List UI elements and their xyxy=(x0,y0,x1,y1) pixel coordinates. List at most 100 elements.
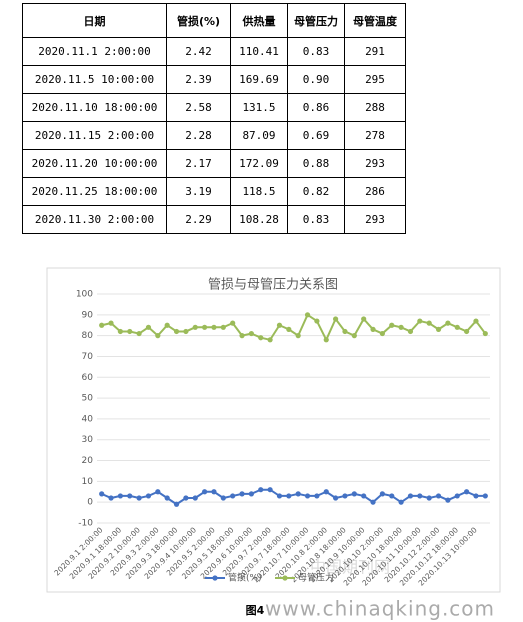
y-tick-label: 60 xyxy=(82,373,94,383)
point xyxy=(202,324,208,330)
table-header: 日期 管损(%) 供热量 母管压力 母管温度 xyxy=(22,3,406,38)
header-cell: 日期 xyxy=(22,3,167,38)
table-cell: 0.90 xyxy=(287,65,345,94)
point xyxy=(417,318,423,324)
table-cell: 0.83 xyxy=(287,205,345,234)
y-tick-label: 50 xyxy=(82,394,94,404)
point xyxy=(108,495,114,501)
table-body: 2020.11.1 2:00:00 2.42 110.41 0.83 291 2020.1… xyxy=(22,37,406,234)
table-cell: 293 xyxy=(344,205,406,234)
point xyxy=(183,328,189,335)
point xyxy=(192,495,198,501)
point xyxy=(127,328,133,335)
point xyxy=(464,328,470,335)
point xyxy=(333,316,339,322)
point xyxy=(220,324,226,330)
point xyxy=(445,497,451,503)
point xyxy=(239,333,245,339)
point xyxy=(211,324,217,330)
point xyxy=(464,489,470,495)
caption: 图4 xyxy=(246,604,265,617)
header-cell: 管损(%) xyxy=(166,3,231,38)
y-tick-label: 10 xyxy=(82,477,94,487)
table-cell: 293 xyxy=(344,149,406,178)
table-cell: 2.29 xyxy=(166,205,231,234)
point xyxy=(286,493,292,499)
point xyxy=(314,493,320,499)
point xyxy=(117,493,123,499)
point xyxy=(398,324,404,330)
point xyxy=(295,491,301,497)
y-tick-label: 0 xyxy=(87,498,93,508)
point xyxy=(361,316,367,322)
point xyxy=(258,335,264,341)
point xyxy=(454,493,460,499)
table-row: 2020.11.1 2:00:00 2.42 110.41 0.83 291 xyxy=(22,37,406,66)
table-cell: 0.88 xyxy=(287,149,345,178)
y-tick-label: 20 xyxy=(82,456,94,466)
point xyxy=(361,493,367,499)
table-cell: 2.17 xyxy=(166,149,231,178)
point xyxy=(127,493,133,499)
point xyxy=(304,493,311,499)
point xyxy=(295,333,301,339)
table-cell: 278 xyxy=(344,121,406,150)
y-tick-label: 70 xyxy=(82,352,94,362)
table-cell: 2020.11.15 2:00:00 xyxy=(22,121,167,150)
table-cell: 295 xyxy=(344,65,406,94)
table-cell: 0.83 xyxy=(287,37,345,66)
point xyxy=(136,330,142,337)
point xyxy=(370,499,376,505)
watermark: www.chinaqking.com xyxy=(265,597,495,621)
table-cell: 2020.11.10 18:00:00 xyxy=(22,93,167,122)
point xyxy=(99,322,105,328)
header-cell: 母管温度 xyxy=(344,3,406,38)
point xyxy=(267,337,273,343)
point xyxy=(351,333,357,339)
point xyxy=(435,326,442,332)
point xyxy=(155,489,161,495)
point xyxy=(407,493,414,499)
table-cell: 2020.11.20 10:00:00 xyxy=(22,149,167,178)
point xyxy=(145,324,152,330)
point xyxy=(99,491,105,497)
table-cell: 2020.11.5 10:00:00 xyxy=(22,65,167,94)
y-tick-label: 90 xyxy=(82,310,94,320)
legend-marker xyxy=(212,575,218,581)
point xyxy=(398,499,404,505)
table-cell: 2.42 xyxy=(166,37,231,66)
table-cell: 108.28 xyxy=(230,205,288,234)
table-cell: 2020.11.30 2:00:00 xyxy=(22,205,167,234)
legend-label: 管损(%) xyxy=(228,572,262,584)
point xyxy=(473,318,479,324)
y-tick-label: 30 xyxy=(82,435,94,445)
point xyxy=(230,320,236,326)
point xyxy=(473,493,479,499)
legend-label: 母管压力 xyxy=(298,572,334,584)
watermark-logo: 中国期刊网 xyxy=(310,558,390,577)
legend-marker xyxy=(282,575,288,581)
table-cell: 2.58 xyxy=(166,93,231,122)
point xyxy=(314,318,320,324)
data-table: 日期 管损(%) 供热量 母管压力 母管温度 2020.11.1 2:00:00 2.42… xyxy=(22,3,406,234)
point xyxy=(155,333,161,339)
table-row: 2020.11.20 10:00:00 2.17 172.09 0.88 293 xyxy=(22,149,406,178)
point xyxy=(211,489,217,495)
point xyxy=(239,491,245,497)
point xyxy=(108,320,114,326)
point xyxy=(342,493,348,499)
point xyxy=(173,501,180,507)
y-tick-label: 100 xyxy=(76,290,93,300)
point xyxy=(164,322,170,328)
point xyxy=(379,491,385,497)
point xyxy=(220,495,226,501)
point xyxy=(117,328,123,335)
y-tick-label: 80 xyxy=(82,331,94,341)
point xyxy=(145,493,152,499)
point xyxy=(173,328,180,335)
point xyxy=(276,322,283,328)
chart-title: 管损与母管压力关系图 xyxy=(208,278,338,293)
table-row: 2020.11.5 10:00:00 2.39 169.69 0.90 295 xyxy=(22,65,406,94)
